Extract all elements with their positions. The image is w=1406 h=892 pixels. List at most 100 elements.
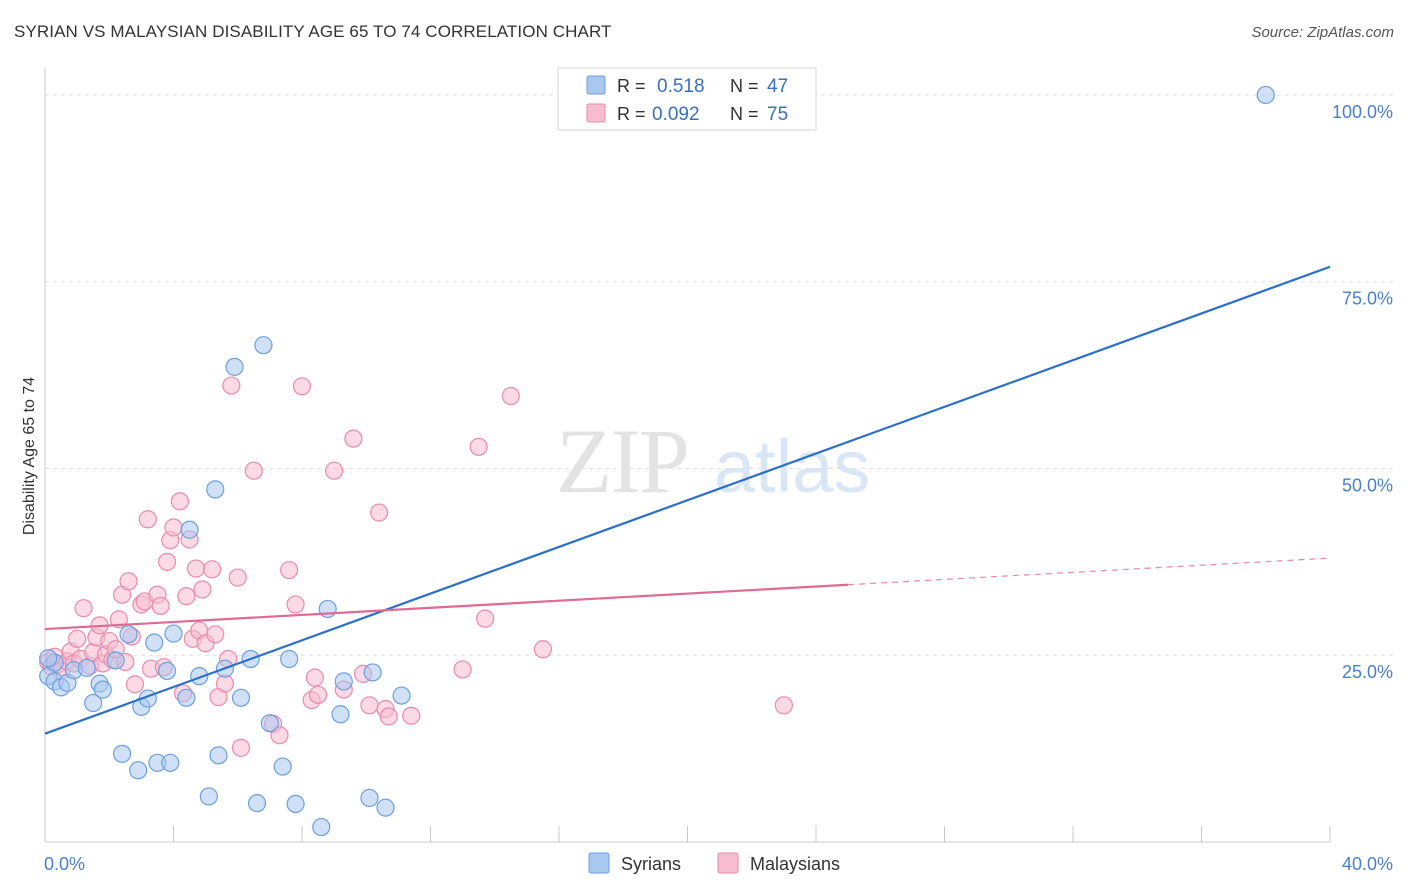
syrian-point-26: [209, 746, 228, 765]
x-tick-label-40: 40.0%: [1342, 854, 1393, 874]
malaysians-r-label: R =: [617, 104, 651, 124]
syrian-point-42: [363, 663, 382, 682]
legend-malaysians-label: Malaysians: [750, 854, 840, 874]
syrian-point-35: [280, 649, 299, 669]
malaysian-point-75: [533, 640, 553, 659]
syrian-point-10: [106, 651, 125, 670]
syrian-point-34: [273, 757, 292, 776]
watermark: ZIP atlas: [556, 410, 870, 512]
malaysian-point-69: [379, 707, 398, 726]
malaysian-point-20: [109, 610, 128, 629]
syrian-point-25: [206, 480, 225, 499]
tick-labels: 25.0% 50.0% 75.0% 100.0% 0.0% 40.0%: [44, 102, 1393, 874]
malaysian-point-72: [469, 437, 488, 456]
syrian-point-11: [112, 744, 132, 763]
malaysian-point-57: [286, 595, 305, 614]
malaysian-point-50: [222, 376, 241, 395]
axes: [44, 68, 1331, 843]
malaysian-point-56: [280, 560, 299, 580]
syrian-point-33: [260, 714, 279, 733]
chart-title: SYRIAN VS MALAYSIAN DISABILITY AGE 65 TO…: [14, 22, 612, 41]
trend-lines: [44, 265, 1331, 735]
y-tick-label-100: 100.0%: [1332, 102, 1393, 122]
syrian-point-21: [177, 688, 196, 707]
syrian-point-37: [312, 817, 331, 837]
malaysian-point-73: [476, 609, 495, 628]
malaysian-point-76: [774, 696, 793, 715]
malaysian-trend-extension: [848, 557, 1331, 586]
syrian-point-44: [392, 686, 411, 705]
syrian-point-43: [376, 798, 395, 817]
syrians-r-label: R =: [617, 76, 651, 96]
y-tick-label-75: 75.0%: [1342, 289, 1393, 309]
malaysian-point-74: [501, 386, 520, 406]
malaysian-point-52: [231, 738, 251, 757]
malaysian-point-10: [74, 599, 93, 618]
y-tick-label-50: 50.0%: [1342, 475, 1393, 495]
legend-syrians-swatch: [588, 852, 610, 874]
legend-malaysians-swatch: [717, 852, 739, 874]
malaysian-point-70: [402, 706, 421, 725]
malaysian-point-66: [360, 696, 379, 715]
syrian-point-9: [93, 680, 112, 699]
syrian-point-13: [129, 761, 148, 780]
syrian-point-23: [190, 667, 209, 686]
syrian-trend-line: [44, 265, 1331, 735]
syrian-point-39: [331, 705, 350, 724]
syrian-point-36: [286, 794, 305, 814]
syrian-point-20: [164, 624, 183, 643]
malaysian-point-25: [125, 675, 145, 694]
syrian-point-18: [157, 661, 177, 681]
malaysian-point-46: [206, 625, 225, 644]
syrian-point-31: [247, 794, 267, 813]
malaysian-point-8: [68, 629, 87, 648]
syrian-point-24: [199, 787, 218, 806]
syrian-point-6: [77, 658, 96, 678]
syrian-point-41: [360, 788, 379, 808]
syrian-point-16: [145, 633, 164, 652]
malaysian-point-67: [370, 503, 389, 522]
x-tick-label-0: 0.0%: [44, 854, 85, 874]
syrians-swatch: [586, 75, 606, 95]
series-legend: Syrians Malaysians: [588, 852, 840, 874]
malaysian-point-45: [202, 560, 222, 579]
malaysian-point-31: [151, 596, 170, 616]
syrian-point-19: [161, 753, 180, 772]
watermark-zip: ZIP: [556, 410, 688, 512]
malaysian-point-61: [308, 685, 328, 704]
malaysian-point-41: [186, 559, 206, 578]
malaysian-point-51: [228, 568, 247, 587]
malaysian-point-43: [193, 580, 212, 599]
syrian-point-12: [119, 625, 138, 644]
y-axis-label: Disability Age 65 to 74: [21, 377, 38, 535]
malaysian-point-23: [119, 572, 138, 591]
malaysian-point-38: [177, 587, 196, 606]
malaysians-n-value: 75: [767, 104, 788, 125]
data-points: [39, 85, 1275, 837]
malaysians-swatch: [586, 103, 606, 123]
syrian-point-29: [231, 688, 251, 707]
syrians-n-value: 47: [767, 76, 788, 97]
syrians-n-label: N =: [730, 76, 764, 96]
syrian-point-40: [334, 672, 353, 691]
watermark-atlas: atlas: [714, 425, 870, 508]
malaysian-point-35: [164, 518, 183, 537]
malaysian-point-58: [292, 377, 312, 396]
malaysian-point-62: [325, 461, 344, 480]
syrian-point-45: [1256, 85, 1275, 105]
malaysian-trend-line: [44, 583, 849, 631]
syrian-point-7: [84, 693, 103, 713]
malaysian-point-64: [344, 429, 363, 448]
malaysian-point-71: [453, 660, 472, 679]
malaysian-point-60: [305, 668, 324, 687]
malaysian-point-28: [138, 510, 157, 529]
malaysian-point-53: [244, 461, 263, 480]
syrian-point-22: [180, 520, 199, 539]
gridlines: [45, 94, 1395, 656]
source-label: Source: ZipAtlas.com: [1251, 24, 1394, 41]
syrians-r-value: 0.518: [657, 76, 705, 97]
malaysians-r-value: 0.092: [652, 104, 700, 125]
correlation-legend: R = 0.518 N = 47 R = 0.092 N = 75: [557, 67, 817, 131]
malaysians-n-label: N =: [730, 104, 764, 124]
